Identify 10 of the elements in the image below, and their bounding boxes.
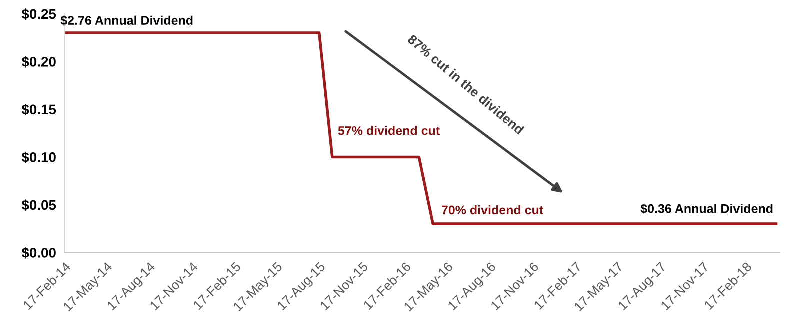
y-tick-label: $0.25 bbox=[22, 8, 56, 20]
annotation: $0.36 Annual Dividend bbox=[640, 204, 773, 214]
annotation: 57% dividend cut bbox=[338, 126, 440, 136]
annotation: 70% dividend cut bbox=[442, 205, 544, 215]
y-tick-label: $0.20 bbox=[22, 56, 56, 68]
y-tick-label: $0.10 bbox=[22, 152, 56, 164]
annotation: $2.76 Annual Dividend bbox=[60, 16, 193, 26]
y-tick-label: $0.05 bbox=[22, 200, 56, 212]
y-tick-label: $0.00 bbox=[22, 247, 56, 259]
y-tick-label: $0.15 bbox=[22, 104, 56, 116]
